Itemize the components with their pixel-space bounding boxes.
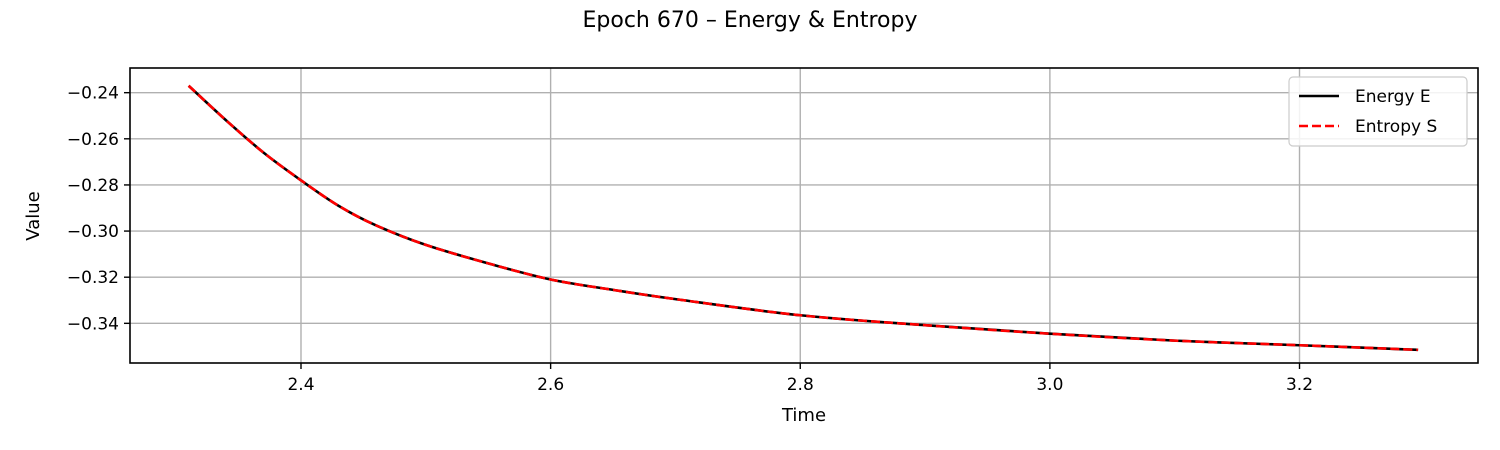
y-tick-label: −0.30 xyxy=(67,222,119,242)
y-tick-label: −0.32 xyxy=(67,268,119,288)
y-tick-label: −0.34 xyxy=(67,314,119,334)
x-tick-label: 2.6 xyxy=(537,375,564,395)
x-tick-label: 2.8 xyxy=(787,375,814,395)
grid xyxy=(130,68,1478,363)
y-tick-label: −0.26 xyxy=(67,130,119,150)
series-layer xyxy=(187,84,1419,352)
x-tick-label: 3.0 xyxy=(1036,375,1063,395)
series-line-energy-e xyxy=(187,84,1419,352)
ticks: 2.4 2.6 2.8 3.0 3.2 −0.24 −0.26 −0.28 −0.30 −0.32… xyxy=(67,84,1313,395)
y-axis-label: Value xyxy=(23,191,44,240)
legend-label: Energy E xyxy=(1355,87,1431,107)
x-tick-label: 3.2 xyxy=(1286,375,1313,395)
y-tick-label: −0.24 xyxy=(67,84,119,104)
y-tick-label: −0.28 xyxy=(67,176,119,196)
chart-title: Epoch 670 – Energy & Entropy xyxy=(583,8,918,33)
series-line-entropy-s xyxy=(187,84,1419,352)
legend: Energy E Entropy S xyxy=(1288,76,1468,147)
plot-frame xyxy=(129,67,1479,364)
legend-label: Entropy S xyxy=(1355,117,1437,137)
x-axis-label: Time xyxy=(781,405,826,426)
x-tick-label: 2.4 xyxy=(287,375,314,395)
legend-box xyxy=(1288,76,1468,147)
